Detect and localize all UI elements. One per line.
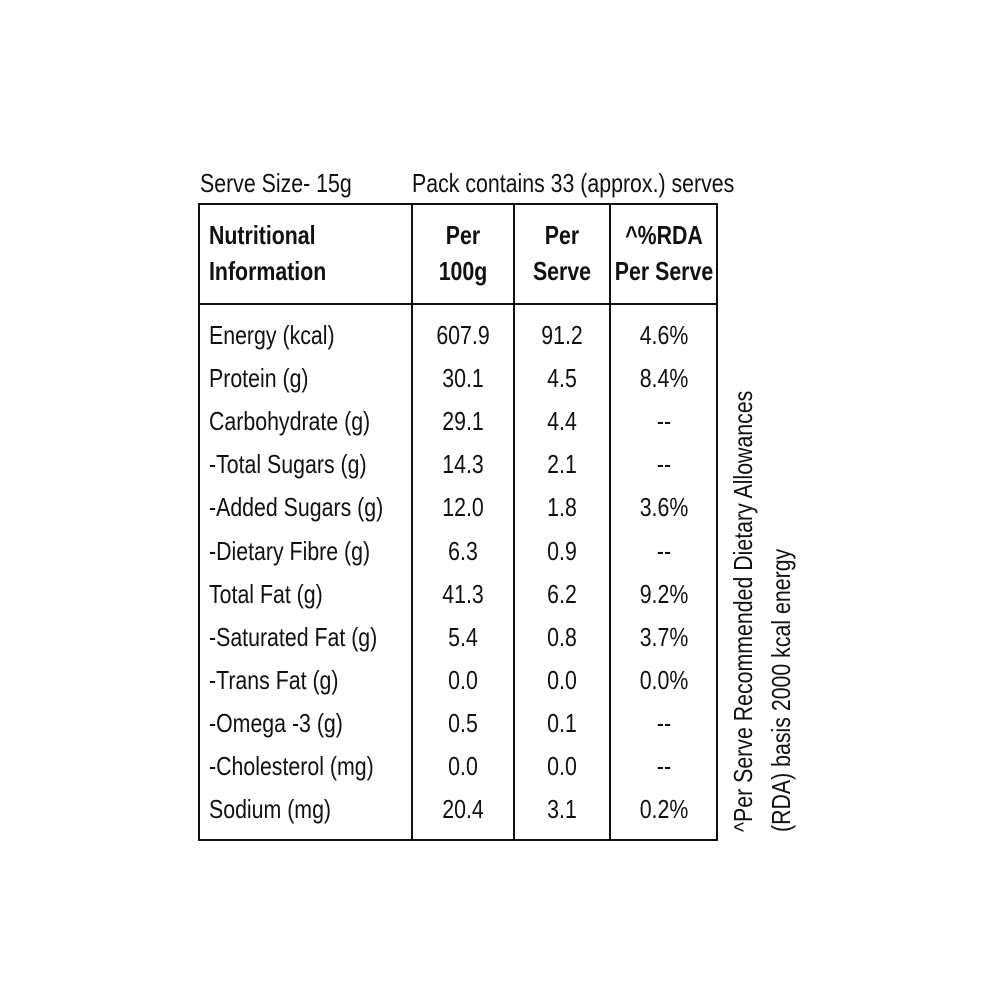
serve-size: Serve Size- 15g — [200, 168, 352, 198]
row-label: -Trans Fat (g) — [209, 664, 339, 695]
table-border — [198, 203, 718, 841]
cell-value: -- — [656, 449, 672, 480]
column-header: 100g — [438, 256, 488, 286]
row-label: Sodium (mg) — [209, 794, 332, 825]
header-rule — [198, 303, 718, 305]
cell-value: 0.0 — [547, 751, 577, 781]
cell-value: 0.0 — [547, 664, 577, 695]
row-label: -Added Sugars (g) — [209, 492, 384, 523]
pack-info: Pack contains 33 (approx.) serves — [412, 168, 735, 198]
cell-value: 3.7% — [639, 621, 689, 652]
column-header: Nutritional — [209, 220, 316, 250]
column-header: Per — [544, 220, 580, 250]
cell-value: 0.0 — [448, 664, 478, 695]
cell-value: 30.1 — [442, 363, 484, 394]
row-label: -Dietary Fibre (g) — [209, 535, 371, 566]
cell-value: -- — [656, 535, 672, 566]
column-header: Per Serve — [614, 256, 714, 286]
row-label: Total Fat (g) — [209, 578, 323, 609]
cell-value: 41.3 — [442, 578, 484, 609]
cell-value: 6.2 — [547, 578, 577, 609]
cell-value: 6.3 — [448, 535, 478, 566]
cell-value: 9.2% — [639, 578, 689, 609]
column-rule — [411, 203, 413, 841]
cell-value: -- — [656, 751, 672, 781]
footnote: (RDA) basis 2000 kcal energy — [766, 548, 796, 832]
row-label: -Cholesterol (mg) — [209, 751, 374, 781]
cell-value: 0.8 — [547, 621, 577, 652]
row-label: Protein (g) — [209, 363, 309, 394]
column-header: Per — [445, 220, 481, 250]
cell-value: 2.1 — [547, 449, 577, 480]
row-label: -Omega -3 (g) — [209, 707, 343, 738]
cell-value: 14.3 — [442, 449, 484, 480]
cell-value: 0.9 — [547, 535, 577, 566]
cell-value: 0.0% — [639, 664, 689, 695]
column-rule — [513, 203, 515, 841]
column-header: Serve — [532, 256, 592, 286]
cell-value: 5.4 — [448, 621, 478, 652]
column-header: ^%RDA — [625, 220, 703, 250]
row-label: -Saturated Fat (g) — [209, 621, 378, 652]
cell-value: 12.0 — [442, 492, 484, 523]
cell-value: 1.8 — [547, 492, 577, 523]
cell-value: 20.4 — [442, 794, 484, 825]
column-header: Information — [209, 256, 327, 286]
cell-value: 607.9 — [436, 320, 490, 350]
cell-value: 3.1 — [547, 794, 577, 825]
cell-value: 29.1 — [442, 406, 484, 437]
cell-value: 4.4 — [547, 406, 577, 437]
footnote: ^Per Serve Recommended Dietary Allowance… — [728, 390, 758, 832]
cell-value: 8.4% — [639, 363, 689, 394]
cell-value: -- — [656, 406, 672, 437]
row-label: -Total Sugars (g) — [209, 449, 367, 480]
cell-value: 4.6% — [639, 320, 689, 350]
column-rule — [609, 203, 611, 841]
cell-value: -- — [656, 707, 672, 738]
cell-value: 91.2 — [541, 320, 583, 350]
row-label: Carbohydrate (g) — [209, 406, 371, 437]
row-label: Energy (kcal) — [209, 320, 335, 350]
cell-value: 3.6% — [639, 492, 689, 523]
cell-value: 0.2% — [639, 794, 689, 825]
cell-value: 4.5 — [547, 363, 577, 394]
cell-value: 0.5 — [448, 707, 478, 738]
cell-value: 0.1 — [547, 707, 577, 738]
cell-value: 0.0 — [448, 751, 478, 781]
